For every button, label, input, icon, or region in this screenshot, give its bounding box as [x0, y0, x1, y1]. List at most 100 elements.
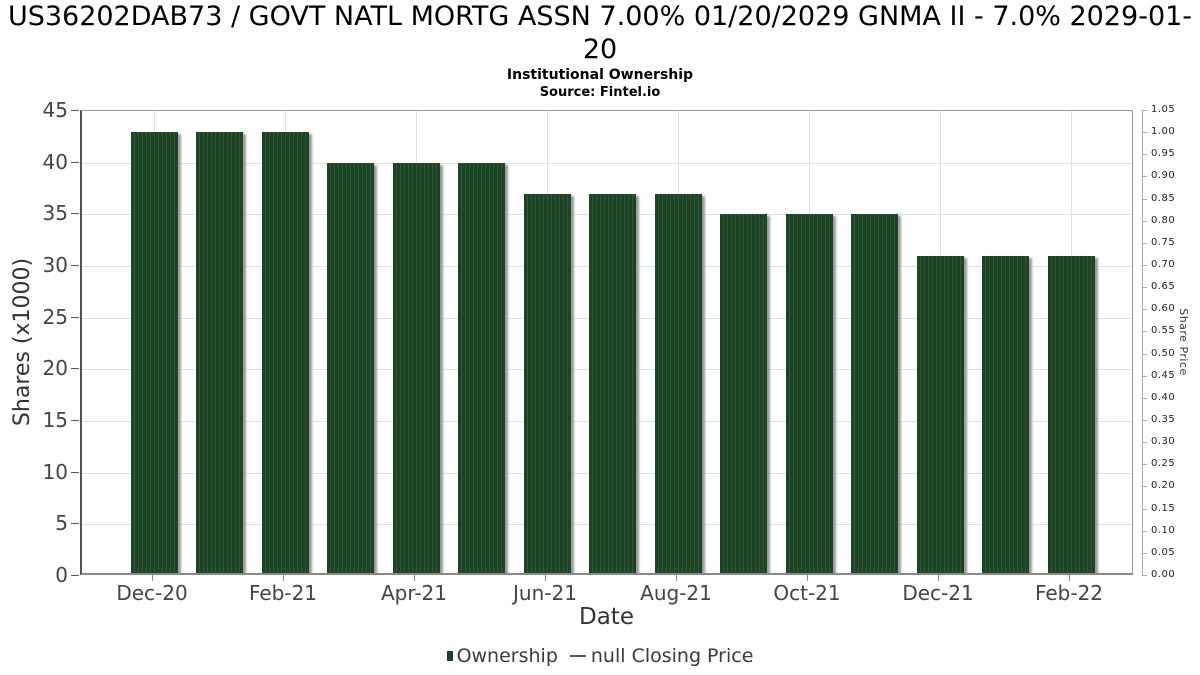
- chart-source: Source: Fintel.io: [539, 85, 661, 100]
- y-tick-right: [1142, 309, 1147, 311]
- y-tick-label-left: 20: [42, 356, 68, 381]
- y-tick-label-right: 0.65: [1151, 281, 1176, 293]
- ownership-bar: [196, 131, 243, 573]
- y-tick-label-right: 1.05: [1151, 104, 1176, 115]
- ownership-bar: [786, 214, 833, 573]
- y-tick-label-left: 35: [42, 201, 68, 226]
- ownership-bar: [262, 131, 309, 573]
- chart-title: US36202DAB73 / GOVT NATL MORTG ASSN 7.00…: [7, 1, 1193, 65]
- y-tick-right: [1142, 132, 1147, 134]
- y-tick-label-right: 0.60: [1151, 303, 1176, 315]
- y-axis-title-right: Share Price: [1177, 308, 1190, 376]
- ownership-bar: [589, 193, 636, 573]
- x-tick: [545, 575, 546, 581]
- y-tick-label-right: 0.20: [1151, 480, 1176, 492]
- y-tick-left: [71, 523, 79, 525]
- ownership-bar: [917, 255, 964, 573]
- x-tick: [152, 575, 153, 581]
- legend-label-closing-price: null Closing Price: [590, 645, 754, 667]
- y-tick-left: [71, 161, 79, 163]
- y-tick-right: [1142, 287, 1147, 289]
- x-tick: [676, 575, 677, 581]
- y-tick-label-right: 0.75: [1151, 236, 1176, 248]
- y-tick-right: [1142, 220, 1147, 222]
- y-tick-label-right: 0.25: [1151, 458, 1176, 470]
- y-tick-right: [1142, 176, 1147, 178]
- y-tick-right: [1142, 265, 1147, 266]
- y-tick-label-left: 25: [42, 304, 68, 329]
- y-tick-left: [71, 420, 79, 421]
- y-tick-label-right: 0.15: [1151, 502, 1176, 514]
- x-tick-label: Feb-22: [1034, 581, 1104, 605]
- legend: Ownership null Closing Price: [0, 645, 1200, 667]
- y-tick-label-right: 1.00: [1151, 126, 1176, 138]
- chart-subtitle: Institutional Ownership: [506, 67, 694, 83]
- y-tick-right: [1142, 442, 1147, 444]
- y-tick-label-right: 0.30: [1151, 436, 1176, 448]
- y-tick-label-right: 0.95: [1151, 148, 1176, 160]
- legend-item-ownership: Ownership: [446, 645, 558, 667]
- y-tick-label-left: 5: [55, 511, 68, 536]
- y-tick-right: [1142, 397, 1147, 399]
- y-tick-right: [1142, 375, 1147, 377]
- ownership-bar: [720, 214, 767, 573]
- x-tick: [938, 575, 939, 581]
- y-tick-right: [1142, 464, 1147, 466]
- y-tick-right: [1142, 486, 1147, 488]
- y-tick-label-left: 45: [42, 98, 68, 122]
- y-tick-left: [71, 110, 79, 111]
- y-tick-label-left: 10: [42, 459, 68, 484]
- y-tick-left: [71, 316, 79, 318]
- y-axis-right-line: [1142, 110, 1143, 576]
- x-tick: [1069, 575, 1070, 581]
- x-tick-label: Aug-21: [640, 581, 712, 605]
- ownership-bar-marker-icon: [446, 651, 453, 661]
- x-tick-label: Oct-21: [773, 581, 841, 605]
- y-tick-label-right: 0.80: [1151, 214, 1176, 226]
- y-tick-right: [1142, 154, 1147, 156]
- y-tick-right: [1142, 508, 1147, 510]
- y-tick-label-left: 40: [42, 149, 68, 174]
- plot-area: [80, 110, 1133, 575]
- x-tick-label: Dec-20: [116, 581, 188, 605]
- x-tick: [414, 575, 415, 581]
- y-tick-label-right: 0.05: [1151, 546, 1176, 558]
- legend-item-closing-price: null Closing Price: [558, 645, 754, 667]
- x-tick-label: Apr-21: [381, 581, 447, 605]
- y-tick-label-left: 0: [55, 563, 68, 587]
- ownership-bar: [655, 193, 702, 573]
- y-tick-label-right: 0.40: [1151, 391, 1176, 403]
- y-tick-right: [1142, 242, 1147, 244]
- y-tick-label-right: 0.35: [1151, 414, 1176, 425]
- ownership-bar: [851, 214, 898, 573]
- y-tick-label-right: 0.10: [1151, 524, 1176, 536]
- x-tick-label: Feb-21: [248, 581, 318, 605]
- ownership-bar: [327, 162, 374, 573]
- x-tick-label: Dec-21: [902, 581, 974, 605]
- y-tick-right: [1142, 575, 1147, 576]
- x-axis-title: Date: [579, 604, 634, 630]
- y-tick-label-right: 0.70: [1151, 259, 1176, 270]
- y-tick-right: [1142, 420, 1147, 421]
- ownership-bar: [982, 255, 1029, 573]
- y-tick-left: [71, 471, 79, 473]
- ownership-bar: [131, 131, 178, 573]
- y-tick-left: [71, 213, 79, 215]
- ownership-bar: [458, 162, 505, 573]
- h-gridline: [82, 162, 1132, 164]
- y-tick-label-right: 0.85: [1151, 192, 1176, 204]
- y-tick-label-right: 0.45: [1151, 369, 1176, 381]
- y-tick-left: [71, 368, 79, 370]
- x-tick-label: Jun-21: [513, 581, 577, 605]
- y-tick-right: [1142, 552, 1147, 554]
- y-tick-label-right: 0.00: [1151, 569, 1176, 580]
- y-tick-right: [1142, 198, 1147, 200]
- y-tick-label-right: 0.50: [1151, 347, 1176, 359]
- x-tick: [807, 575, 808, 581]
- ownership-bar: [1048, 255, 1095, 573]
- closing-price-line-marker-icon: [569, 655, 586, 657]
- y-tick-left: [71, 575, 79, 576]
- y-tick-label-left: 15: [42, 408, 68, 432]
- y-tick-right: [1142, 110, 1147, 111]
- y-tick-right: [1142, 530, 1147, 532]
